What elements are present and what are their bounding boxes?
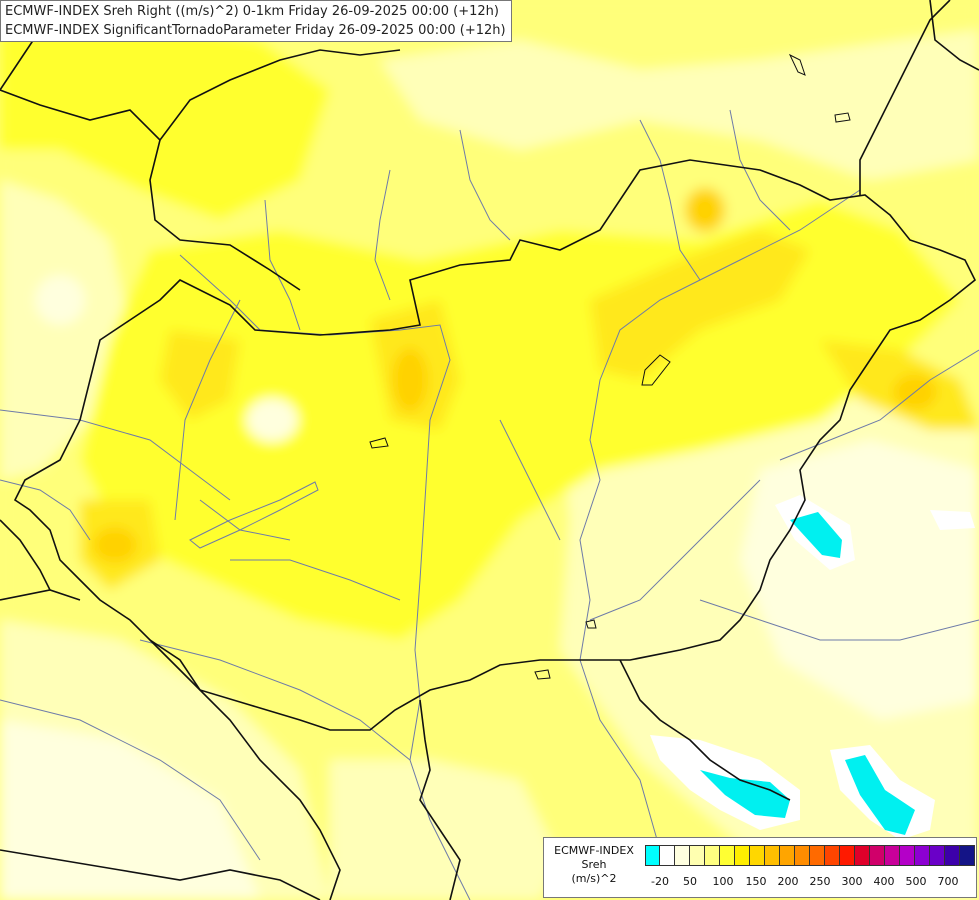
shade-yellow-northwest [0, 20, 330, 220]
legend-tick-label: 300 [841, 875, 863, 888]
legend-tick-label: 100 [712, 875, 734, 888]
shade-gold-west [160, 330, 240, 420]
legend-tick-label: 50 [683, 875, 697, 888]
border-hungary [13, 159, 977, 731]
border-moldova [929, 0, 979, 71]
river-west-1 [0, 409, 231, 501]
map-title-line-1: ECMWF-INDEX Sreh Right ((m/s)^2) 0-1km F… [5, 4, 499, 19]
legend-tick-label: 500 [905, 875, 927, 888]
border-west-austria [0, 519, 51, 591]
river-center-2 [230, 559, 401, 601]
shade-orange-sw [93, 527, 137, 563]
legend-tick-label: 200 [777, 875, 799, 888]
legend-swatch [705, 845, 720, 866]
legend-tick-labels: -20 50 100 150 200 250 300 400 500 700 [645, 875, 975, 891]
river-north-3 [459, 129, 511, 241]
river-north-2 [374, 169, 391, 301]
legend-swatch [840, 845, 855, 866]
shade-pale-south [330, 760, 560, 900]
shade-cyan-east [790, 512, 842, 558]
river-north-1 [264, 199, 301, 331]
legend-swatch [885, 845, 900, 866]
legend-swatch [930, 845, 945, 866]
legend-tick-label: 400 [873, 875, 895, 888]
lake-small-4 [534, 669, 551, 680]
color-legend: ECMWF-INDEX Sreh (m/s)^2 -20 50 100 150 200 2… [543, 837, 977, 898]
legend-tick-label: 250 [809, 875, 831, 888]
legend-swatch [645, 845, 660, 866]
shade-gold-northeast [590, 230, 810, 380]
border-slovakia-ukraine [859, 0, 951, 195]
shade-orange-ne [685, 188, 725, 232]
legend-swatch [900, 845, 915, 866]
legend-swatch [675, 845, 690, 866]
shade-pale-north [380, 30, 979, 180]
lake-small-2 [834, 112, 851, 123]
legend-swatch [825, 845, 840, 866]
legend-swatch [780, 845, 795, 866]
legend-swatch [735, 845, 750, 866]
river-ne-2 [729, 109, 791, 231]
shade-pale-spot-west [246, 398, 298, 442]
river-south-1 [139, 639, 411, 761]
legend-caption-line-2: Sreh [581, 858, 607, 871]
legend-tick-label: -20 [651, 875, 669, 888]
legend-swatch [810, 845, 825, 866]
river-sw-1 [0, 479, 91, 541]
legend-swatch [660, 845, 675, 866]
legend-swatch [765, 845, 780, 866]
river-south-2 [0, 699, 261, 861]
cyan-regions [650, 495, 975, 840]
shade-pale-spot-far-west [35, 275, 85, 325]
rivers [0, 109, 979, 900]
legend-tick-label: 700 [937, 875, 959, 888]
border-sw-2 [0, 849, 321, 900]
border-slovakia-poland [159, 49, 401, 141]
legend-color-bar [645, 845, 975, 866]
shade-cyan-south [700, 770, 790, 818]
legend-swatch [750, 845, 765, 866]
river-east-3 [779, 349, 979, 461]
shade-pale-west [0, 180, 130, 480]
river-ne-1 [639, 119, 701, 281]
border-north-slovakia [0, 89, 301, 291]
small-lakes [369, 53, 851, 680]
shade-cyan-southeast [845, 755, 915, 835]
shade-orange-center [392, 348, 428, 412]
legend-caption: ECMWF-INDEX Sreh (m/s)^2 [546, 844, 642, 886]
legend-tick-label: 150 [745, 875, 767, 888]
river-east-2 [699, 599, 979, 641]
legend-swatch [960, 845, 975, 866]
border-croatia-serbia [419, 699, 461, 900]
river-tisza [579, 189, 861, 851]
lake-balaton [189, 481, 319, 549]
legend-swatch [915, 845, 930, 866]
river-center-1 [499, 419, 561, 541]
shade-white-far-east [930, 510, 975, 530]
map-title-box: ECMWF-INDEX Sreh Right ((m/s)^2) 0-1km F… [0, 0, 512, 42]
lake-small-5 [585, 619, 597, 629]
shade-verypale-southwest [0, 720, 260, 900]
lake-small-1 [369, 437, 389, 449]
river-east-1 [589, 479, 761, 621]
map-title-line-2: ECMWF-INDEX SignificantTornadoParameter … [5, 23, 506, 38]
legend-swatch [795, 845, 810, 866]
legend-swatch [855, 845, 870, 866]
legend-swatch [870, 845, 885, 866]
border-south-croatia [149, 639, 341, 900]
lake-small-3 [788, 53, 806, 76]
legend-caption-line-3: (m/s)^2 [571, 872, 617, 885]
legend-swatch [945, 845, 960, 866]
legend-caption-line-1: ECMWF-INDEX [554, 844, 634, 857]
river-west-2 [174, 299, 241, 521]
legend-swatch [690, 845, 705, 866]
legend-swatch [720, 845, 735, 866]
border-romania-serbia [619, 659, 791, 801]
lake-small-6 [641, 354, 671, 386]
